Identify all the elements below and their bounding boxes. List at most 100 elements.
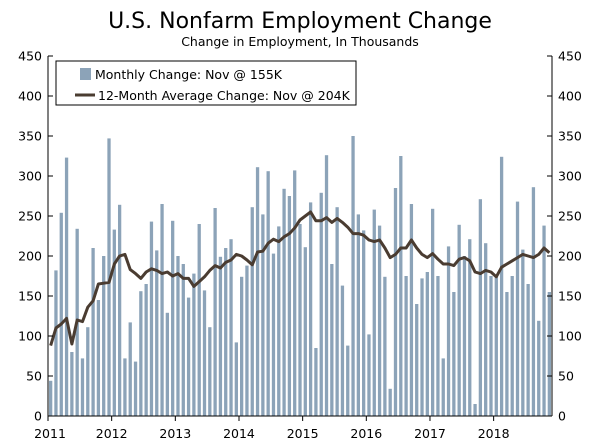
bar (319, 192, 323, 416)
average-change-line (49, 210, 551, 347)
bar (420, 278, 424, 416)
year-label: 2018 (478, 426, 510, 441)
bar (324, 155, 329, 416)
bar (531, 187, 536, 416)
bar (96, 300, 101, 416)
bar (117, 204, 122, 416)
bar (54, 270, 58, 416)
bar (367, 334, 371, 416)
right-tick-label: 250 (558, 209, 582, 224)
bar (229, 239, 233, 416)
left-tick-label: 200 (18, 249, 42, 264)
bar (499, 156, 504, 417)
bar (139, 291, 143, 416)
bar (49, 380, 53, 416)
right-tick-label: 100 (558, 329, 582, 344)
bar (149, 221, 154, 416)
bar (208, 327, 212, 416)
bar (383, 276, 387, 416)
bar (277, 226, 281, 416)
bar (372, 209, 376, 416)
bar (446, 246, 451, 416)
bar (346, 345, 350, 416)
bar (70, 352, 74, 416)
bar (515, 201, 520, 416)
bar (494, 276, 498, 416)
left-tick-label: 450 (18, 49, 42, 64)
year-label: 2014 (223, 426, 255, 441)
bar (335, 207, 339, 416)
bar (330, 264, 334, 416)
bar (409, 204, 414, 416)
bar (250, 207, 254, 416)
bar (430, 208, 435, 416)
bar (293, 170, 297, 416)
bar (542, 225, 546, 416)
bar (425, 272, 429, 416)
bar (468, 239, 472, 416)
bar (123, 358, 127, 416)
left-tick-label: 250 (18, 209, 42, 224)
bar (218, 256, 223, 416)
bar (547, 292, 551, 416)
left-tick-label: 150 (18, 289, 42, 304)
bar (271, 253, 276, 416)
year-label: 2016 (350, 426, 382, 441)
year-label: 2013 (159, 426, 191, 441)
right-tick-label: 400 (558, 89, 582, 104)
right-tick-label: 450 (558, 49, 582, 64)
year-label: 2011 (34, 426, 66, 441)
bar (393, 188, 398, 416)
chart-title: U.S. Nonfarm Employment Change (108, 9, 492, 34)
bar (197, 224, 201, 416)
bar (202, 290, 207, 416)
bar (192, 273, 196, 416)
year-label: 2012 (96, 426, 128, 441)
bar (287, 196, 292, 416)
bar (484, 243, 488, 416)
bar (314, 348, 318, 416)
bar (521, 249, 525, 416)
bar (155, 250, 159, 416)
bar (224, 248, 228, 416)
chart-axes (47, 56, 553, 417)
bar (171, 220, 175, 416)
left-tick-label: 350 (18, 129, 42, 144)
bar (505, 292, 509, 416)
bar (415, 304, 419, 416)
left-y-axis: 0 50 100 150 200 250 300 350 400 450 (18, 49, 53, 424)
bar (489, 276, 493, 416)
bar (186, 297, 191, 416)
bar (91, 248, 95, 416)
bar (240, 276, 244, 416)
bar (255, 167, 260, 416)
left-tick-label: 0 (34, 409, 42, 424)
bar (537, 320, 541, 416)
left-tick-label: 50 (26, 369, 42, 384)
bar (176, 256, 180, 416)
monthly-change-bars (49, 136, 551, 417)
bar (64, 157, 69, 416)
bar (133, 361, 138, 416)
right-tick-label: 350 (558, 129, 582, 144)
x-axis: 2011 2012 2013 2014 2015 2016 2017 2018 (34, 416, 510, 441)
bar (86, 327, 90, 416)
bar (462, 256, 467, 416)
bar (59, 212, 63, 416)
bar (144, 284, 148, 416)
bar (457, 224, 461, 416)
bar (351, 136, 355, 416)
bar (102, 256, 106, 416)
bar (298, 224, 302, 416)
right-tick-label: 300 (558, 169, 582, 184)
legend: Monthly Change: Nov @ 155K 12-Month Aver… (55, 60, 357, 106)
right-y-axis: 0 50 100 150 200 250 300 350 400 450 (547, 49, 582, 424)
bar (128, 322, 132, 416)
bar (404, 276, 408, 416)
legend-bar-swatch (80, 68, 91, 80)
left-tick-label: 300 (18, 169, 42, 184)
bar (245, 265, 249, 416)
bar (340, 285, 345, 416)
year-label: 2015 (287, 426, 319, 441)
bar (303, 247, 307, 416)
